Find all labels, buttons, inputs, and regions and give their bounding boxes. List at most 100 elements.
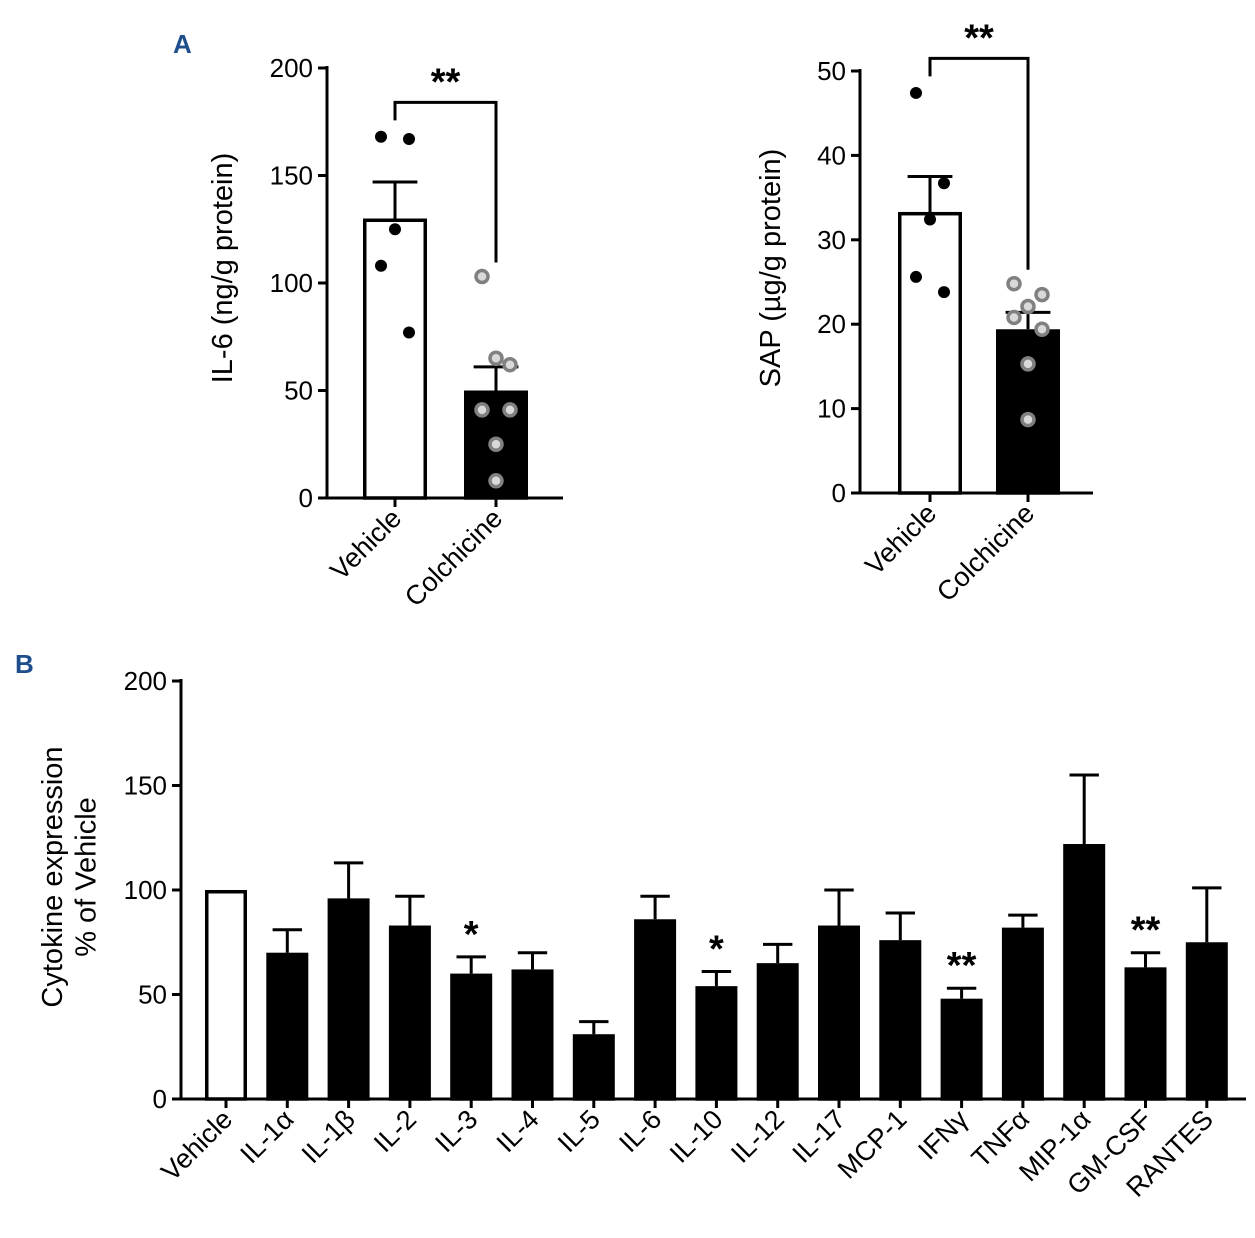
data-point-vehicle bbox=[910, 270, 922, 283]
bar-il-3 bbox=[450, 973, 493, 1101]
bar-vehicle bbox=[205, 890, 247, 1101]
category-label-il-10: IL-10 bbox=[664, 1104, 729, 1169]
category-label-vehicle: Vehicle bbox=[324, 503, 407, 586]
data-point-colchicine bbox=[1020, 298, 1036, 315]
data-point-vehicle bbox=[403, 132, 415, 145]
bar-gm-csf bbox=[1124, 967, 1167, 1101]
bar-tnf bbox=[1001, 927, 1044, 1101]
y-tick-label: 150 bbox=[270, 161, 313, 191]
data-point-vehicle bbox=[938, 286, 950, 299]
data-point-vehicle bbox=[938, 177, 950, 190]
category-label-il-6: IL-6 bbox=[613, 1104, 667, 1158]
category-label-vehicle: Vehicle bbox=[155, 1104, 238, 1187]
y-tick-label: 20 bbox=[817, 309, 846, 339]
y-tick-label: 100 bbox=[270, 268, 313, 298]
y-axis-title: IL-6 (ng/g protein) bbox=[207, 153, 239, 384]
category-label-colchicine: Colchicine bbox=[931, 498, 1040, 607]
data-point-colchicine bbox=[1020, 411, 1036, 428]
category-label-colchicine: Colchicine bbox=[399, 503, 508, 612]
data-point-vehicle bbox=[403, 326, 415, 339]
y-tick-label: 200 bbox=[270, 53, 313, 83]
bar-il-2 bbox=[388, 925, 431, 1101]
category-label-vehicle: Vehicle bbox=[859, 498, 942, 581]
y-axis-title-line: Cytokine expression bbox=[37, 746, 69, 1007]
category-label-mcp-1: MCP-1 bbox=[832, 1104, 913, 1185]
error-bar-vehicle bbox=[372, 180, 418, 219]
category-label-il-4: IL-4 bbox=[491, 1104, 545, 1158]
panel-label-a: A bbox=[173, 29, 192, 59]
error-bar-il-3 bbox=[456, 955, 486, 974]
y-axis-title: SAP (µg/g protein) bbox=[755, 149, 787, 388]
significance-bracket bbox=[928, 56, 1030, 270]
significance-label: ** bbox=[964, 17, 994, 59]
bar-il-10 bbox=[695, 986, 738, 1101]
y-tick-label: 50 bbox=[284, 376, 313, 406]
y-tick-label: 0 bbox=[153, 1084, 167, 1114]
category-label-il-1: IL-1α bbox=[234, 1104, 299, 1169]
bar-vehicle bbox=[363, 218, 427, 500]
y-tick-label: 150 bbox=[124, 771, 167, 801]
category-label-il-12: IL-12 bbox=[725, 1104, 790, 1169]
bar-il-1 bbox=[266, 952, 309, 1101]
data-point-colchicine bbox=[502, 402, 518, 418]
significance-label-il-3: * bbox=[464, 914, 479, 956]
category-label-il-2: IL-2 bbox=[368, 1104, 422, 1158]
error-bar-vehicle bbox=[907, 175, 953, 212]
data-point-vehicle bbox=[389, 223, 401, 236]
y-axis-title: Cytokine expression% of Vehicle bbox=[37, 746, 102, 1007]
category-label-ifn: IFNγ bbox=[912, 1104, 974, 1166]
bar-il-12 bbox=[756, 963, 799, 1101]
y-tick-label: 30 bbox=[817, 225, 846, 255]
bar-vehicle bbox=[898, 211, 962, 495]
data-point-colchicine bbox=[488, 473, 504, 489]
bar-il-4 bbox=[511, 969, 554, 1101]
bar-il-1 bbox=[327, 898, 370, 1101]
bar-mip-1 bbox=[1063, 844, 1106, 1101]
category-label-il-5: IL-5 bbox=[552, 1104, 606, 1158]
data-point-colchicine bbox=[474, 268, 490, 285]
data-point-vehicle bbox=[924, 213, 936, 226]
error-bar-il-1 bbox=[272, 928, 302, 953]
data-point-vehicle bbox=[375, 130, 387, 143]
data-point-colchicine bbox=[474, 402, 490, 418]
y-tick-label: 50 bbox=[817, 56, 846, 86]
category-label-il-3: IL-3 bbox=[429, 1104, 483, 1158]
data-point-colchicine bbox=[488, 350, 504, 366]
error-bar-rantes bbox=[1192, 886, 1222, 943]
error-bar-mip-1 bbox=[1069, 773, 1099, 845]
y-tick-label: 50 bbox=[138, 980, 167, 1010]
bar-il-5 bbox=[572, 1034, 615, 1101]
bar-il-6 bbox=[634, 919, 677, 1101]
bar-rantes bbox=[1185, 942, 1228, 1101]
bar-mcp-1 bbox=[879, 940, 922, 1101]
significance-label-il-10: * bbox=[709, 929, 724, 971]
bar-ifn bbox=[940, 998, 983, 1101]
y-tick-label: 10 bbox=[817, 394, 846, 424]
error-bar-il-17 bbox=[824, 888, 854, 926]
y-tick-label: 0 bbox=[832, 478, 846, 508]
category-label-il-1: IL-1β bbox=[296, 1104, 361, 1169]
error-bar-il-5 bbox=[579, 1020, 609, 1035]
y-tick-label: 100 bbox=[124, 875, 167, 905]
error-bar-gm-csf bbox=[1130, 951, 1161, 968]
error-bar-il-1 bbox=[333, 861, 364, 899]
data-point-vehicle bbox=[375, 259, 387, 272]
significance-bracket bbox=[393, 100, 498, 263]
error-bar-tnf bbox=[1008, 913, 1038, 928]
data-point-colchicine bbox=[1034, 286, 1050, 303]
error-bar-mcp-1 bbox=[885, 911, 915, 941]
error-bar-il-2 bbox=[395, 894, 425, 926]
data-point-colchicine bbox=[1034, 321, 1050, 338]
data-point-colchicine bbox=[1020, 356, 1036, 372]
error-bar-il-4 bbox=[517, 951, 548, 970]
data-point-vehicle bbox=[910, 86, 922, 99]
data-point-colchicine bbox=[502, 356, 518, 373]
error-bar-ifn bbox=[946, 986, 977, 999]
y-tick-label: 0 bbox=[299, 483, 313, 513]
data-point-colchicine bbox=[488, 436, 504, 452]
significance-label-ifn: ** bbox=[947, 945, 977, 987]
